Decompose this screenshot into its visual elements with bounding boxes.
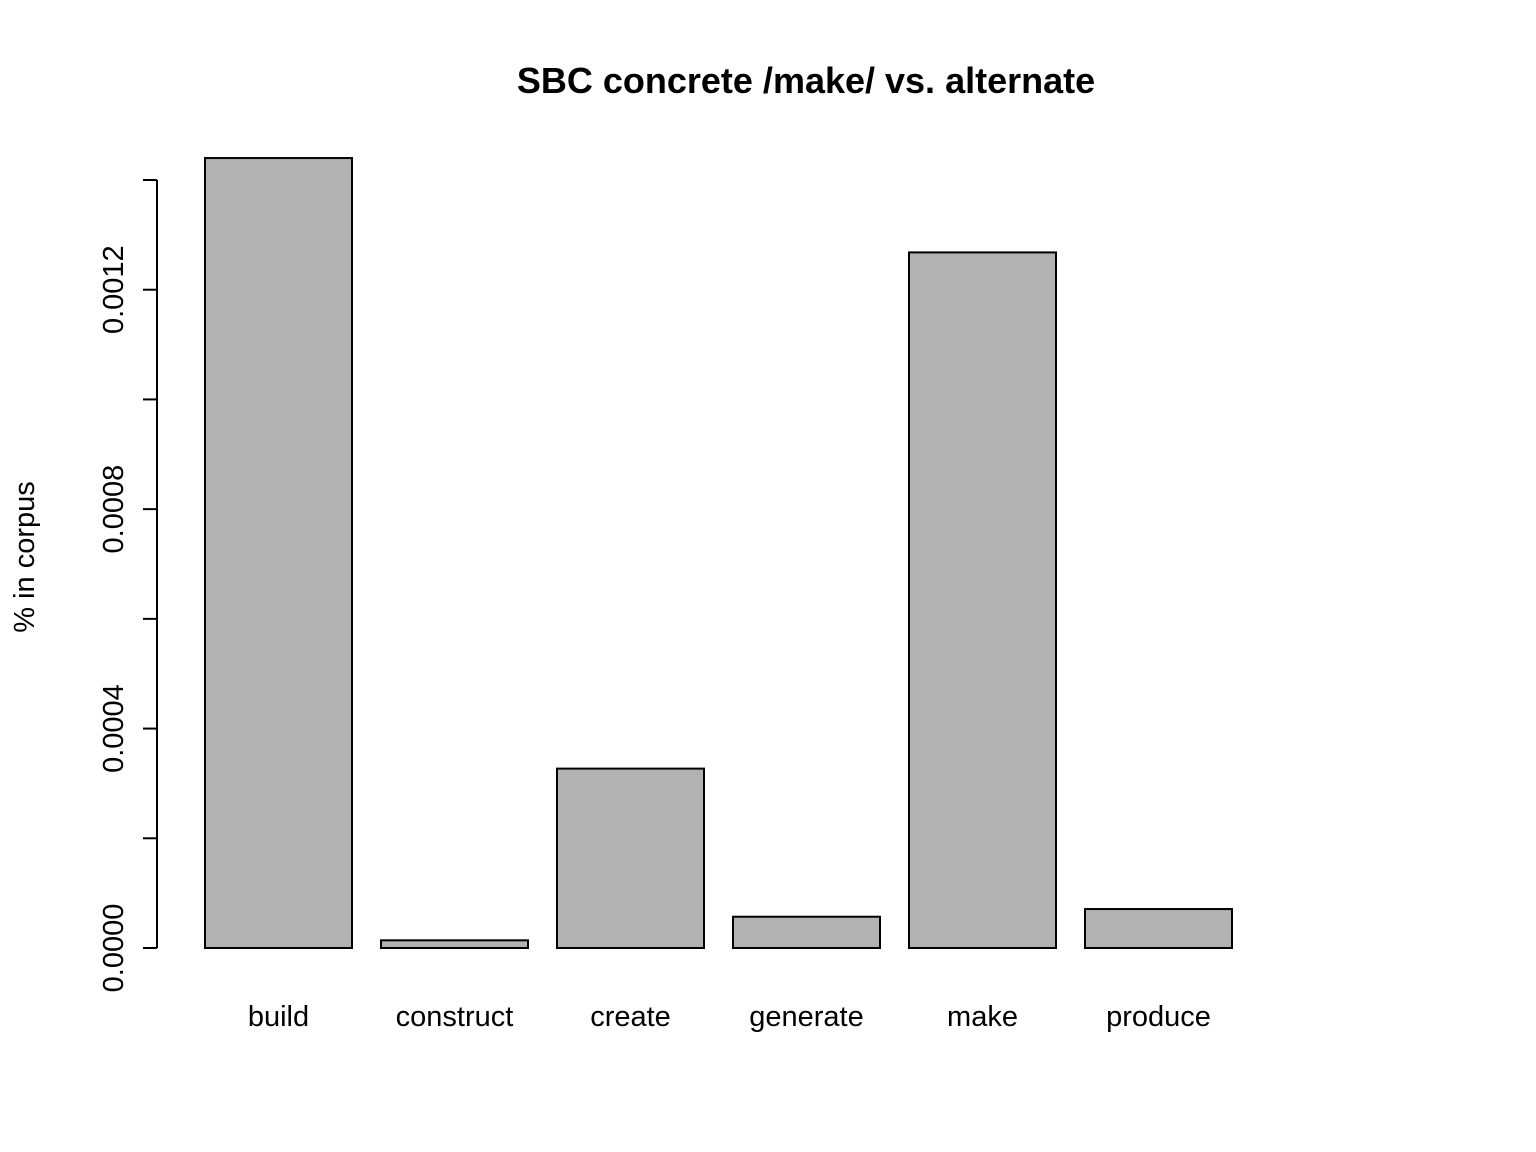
y-axis-label: % in corpus	[9, 481, 41, 633]
x-axis-labels: build construct create generate make produce	[248, 1001, 1211, 1033]
bars-group	[204, 157, 1233, 950]
bar-construct	[380, 939, 529, 950]
y-tick-label: 0.0008	[98, 465, 130, 554]
bar-generate	[732, 915, 881, 950]
y-axis: 0.0000 0.0004 0.0008 0.0012	[98, 179, 158, 993]
x-tick-label-create: create	[590, 1001, 671, 1033]
y-tick-label: 0.0004	[98, 684, 130, 773]
y-tick-label: 0.0012	[98, 245, 130, 334]
chart-title: SBC concrete /make/ vs. alternate	[517, 60, 1095, 101]
x-tick-label-build: build	[248, 1001, 309, 1033]
x-tick-label-generate: generate	[749, 1001, 864, 1033]
bar-build	[204, 157, 353, 950]
y-tick-label: 0.0000	[98, 904, 130, 993]
x-tick-label-make: make	[947, 1001, 1018, 1033]
bar-create	[556, 767, 705, 949]
x-tick-label-construct: construct	[396, 1001, 514, 1033]
bar-produce	[1084, 908, 1233, 950]
bar-make	[908, 251, 1057, 949]
x-tick-label-produce: produce	[1106, 1001, 1211, 1033]
